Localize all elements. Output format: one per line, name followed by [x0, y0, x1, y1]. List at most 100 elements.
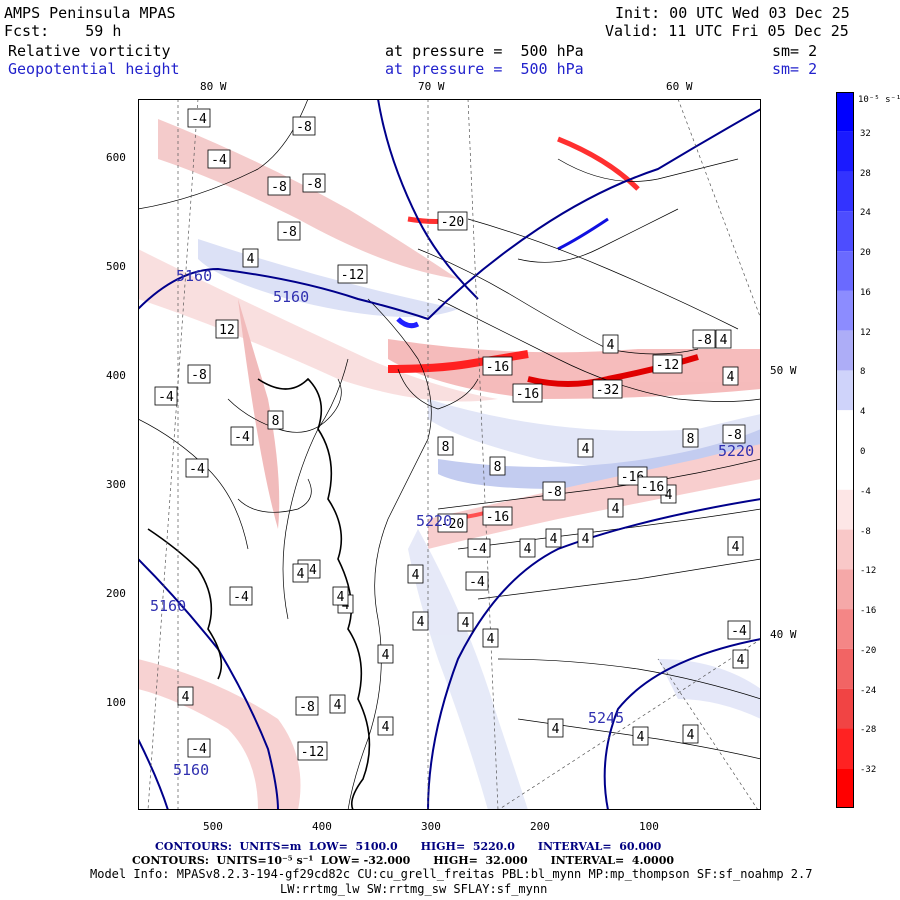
colorbar-tick-label: 32	[860, 128, 871, 139]
vorticity-contour-label: -20	[437, 211, 468, 231]
svg-text:8: 8	[442, 440, 450, 455]
x-tick-400: 400	[312, 820, 332, 833]
svg-text:-20: -20	[441, 517, 464, 532]
y-tick-200: 200	[106, 587, 126, 600]
svg-text:-4: -4	[471, 542, 487, 557]
x-tick-300: 300	[421, 820, 441, 833]
vorticity-contour-label: -8	[187, 364, 211, 384]
svg-text:-16: -16	[486, 360, 509, 375]
svg-text:-4: -4	[191, 112, 207, 127]
colorbar-swatch	[836, 728, 854, 769]
vorticity-contour-label: -8	[542, 481, 566, 501]
colorbar-swatch	[836, 92, 854, 132]
lon-label-70w: 70 W	[418, 80, 445, 93]
vorticity-contour-label: -8	[295, 696, 319, 716]
forecast-hour: Fcst: 59 h	[4, 22, 122, 40]
vorticity-contour-label: 4	[482, 628, 499, 648]
vorticity-contour-label: 4	[577, 438, 594, 458]
vorticity-contour-label: 4	[632, 726, 649, 746]
svg-text:4: 4	[582, 532, 590, 547]
field2-pressure: at pressure = 500 hPa	[385, 60, 584, 78]
svg-text:8: 8	[272, 414, 280, 429]
svg-text:4: 4	[727, 370, 735, 385]
vorticity-map: -4 -4 -8 -8 -8 -20 -8 -12 4 12 -4 -8 -4 -4 8 4 8 -16 -16 -2…	[138, 99, 761, 810]
geopotential-contours	[138, 99, 761, 810]
colorbar-tick-label: 24	[860, 208, 871, 219]
svg-text:4: 4	[342, 598, 350, 613]
colorbar-swatch	[836, 370, 854, 411]
vorticity-contour-label: -32	[592, 379, 623, 399]
svg-text:8: 8	[494, 460, 502, 475]
colorbar-swatch	[836, 290, 854, 331]
svg-text:4: 4	[337, 590, 345, 605]
vorticity-contour-label: 4	[577, 528, 594, 548]
height-labels: 5160 5160 5160 5160 5220 5245 5220	[150, 267, 754, 779]
svg-text:4: 4	[607, 338, 615, 353]
footer-model-info: Model Info: MPASv8.2.3-194-gf29cd82c CU:…	[90, 867, 813, 881]
vorticity-contour-label: 8	[267, 410, 284, 430]
colorbar-swatch	[836, 330, 854, 371]
colorbar-swatch	[836, 450, 854, 490]
colorbar-tick-label: -4	[860, 486, 871, 497]
height-contour-label: 5220	[416, 512, 452, 530]
svg-text:-8: -8	[306, 177, 322, 192]
vorticity-contour-label: -8	[292, 116, 316, 136]
svg-text:-8: -8	[191, 368, 207, 383]
svg-text:4: 4	[582, 442, 590, 457]
svg-text:4: 4	[412, 568, 420, 583]
map-title: AMPS Peninsula MPAS	[4, 4, 176, 22]
vorticity-contour-label: -8	[267, 176, 291, 196]
svg-text:4: 4	[334, 698, 342, 713]
vorticity-contour-label: -4	[185, 458, 209, 478]
lon-label-50w: 50 W	[770, 364, 797, 377]
colorbar-tick-label: -28	[860, 725, 877, 736]
vorticity-contour-label: -4	[229, 586, 253, 606]
vorticity-contour-label: -16	[482, 356, 513, 376]
colorbar-unit: 10⁻⁵ s⁻¹	[858, 95, 900, 105]
height-contour-label: 5160	[273, 288, 309, 306]
svg-text:-8: -8	[726, 428, 742, 443]
vorticity-contour-label: -16	[637, 476, 668, 496]
svg-text:-16: -16	[486, 510, 509, 525]
field2-name: Geopotential height	[8, 60, 180, 78]
vorticity-contour-label: -4	[187, 108, 211, 128]
svg-text:-8: -8	[281, 225, 297, 240]
svg-text:4: 4	[720, 333, 728, 348]
colorbar-swatch	[836, 688, 854, 729]
vorticity-contour-label: -12	[297, 741, 328, 761]
colorbar-tick-label: 12	[860, 327, 871, 338]
svg-text:4: 4	[247, 252, 255, 267]
svg-text:4: 4	[382, 720, 390, 735]
colorbar-tick-label: -8	[860, 526, 871, 537]
x-tick-500: 500	[203, 820, 223, 833]
colorbar-tick-label: 8	[860, 367, 866, 378]
colorbar-swatch	[836, 569, 854, 610]
vorticity-contour-label: 4	[722, 366, 739, 386]
colorbar-swatch	[836, 211, 854, 252]
vorticity-contour-label: -4	[230, 426, 254, 446]
colorbar-swatch	[836, 251, 854, 291]
vorticity-contour-label: -4	[465, 571, 489, 591]
field2-smooth: sm= 2	[772, 60, 818, 78]
svg-text:-4: -4	[233, 590, 249, 605]
svg-text:-8: -8	[696, 333, 712, 348]
x-tick-100: 100	[639, 820, 659, 833]
svg-text:4: 4	[487, 632, 495, 647]
svg-text:4: 4	[524, 542, 532, 557]
svg-text:-4: -4	[158, 390, 174, 405]
svg-text:4: 4	[737, 653, 745, 668]
footer-radiation-info: LW:rrtmg_lw SW:rrtmg_sw SFLAY:sf_mynn	[280, 882, 548, 896]
lon-label-80w: 80 W	[200, 80, 227, 93]
height-contour-label: 5160	[173, 761, 209, 779]
vorticity-contour-label: 4	[547, 718, 564, 738]
footer-contours-height: CONTOURS: UNITS=m LOW= 5100.0 HIGH= 5220…	[155, 840, 662, 853]
svg-text:4: 4	[382, 648, 390, 663]
colorbar-swatch	[836, 768, 854, 808]
colorbar-tick-label: 20	[860, 248, 871, 259]
vorticity-contour-label: 4	[407, 564, 424, 584]
svg-text:4: 4	[732, 540, 740, 555]
colorbar-tick-label: -16	[860, 606, 877, 617]
svg-text:4: 4	[297, 567, 305, 582]
vorticity-contour-label: 4	[332, 586, 349, 606]
svg-text:-8: -8	[546, 485, 562, 500]
